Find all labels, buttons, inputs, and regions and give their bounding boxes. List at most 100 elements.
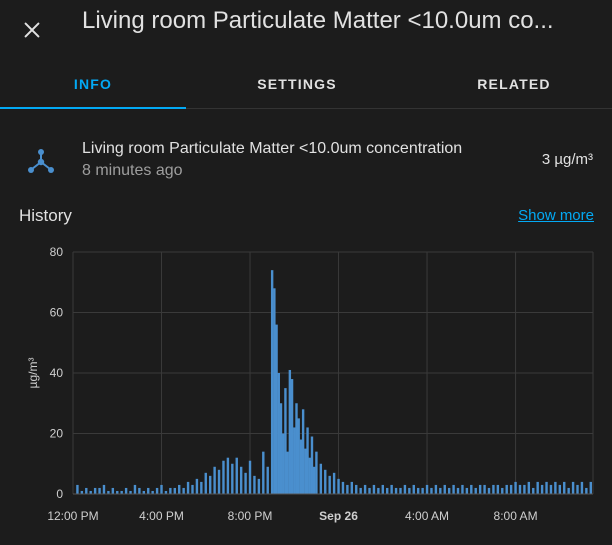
data-bar (425, 484, 429, 494)
data-bar (315, 451, 318, 494)
data-bar (492, 484, 495, 494)
tab-info[interactable]: INFO (73, 76, 113, 92)
data-bar (155, 487, 159, 494)
data-bar (540, 484, 544, 494)
data-bar (549, 484, 553, 494)
data-bar (580, 481, 584, 494)
data-bar (253, 475, 256, 494)
data-bar (204, 472, 207, 494)
data-bar (368, 487, 371, 494)
data-bar (239, 466, 243, 494)
entity-name: Living room Particulate Matter <10.0um c… (82, 140, 463, 157)
data-bar (545, 481, 548, 494)
data-bar (399, 487, 402, 494)
data-bar (304, 448, 307, 494)
history-chart[interactable]: 0 20 40 60 80 12:00 PM 4:00 PM 8:00 PM Sep 26 4:0… (0, 236, 612, 536)
data-bar (257, 478, 261, 494)
data-bar (363, 484, 367, 494)
data-bar (273, 288, 276, 494)
y-tick-label: 40 (50, 366, 64, 380)
data-bar (514, 481, 517, 494)
data-bar (80, 490, 84, 494)
data-bar (102, 484, 106, 494)
data-bar (76, 484, 79, 494)
data-bar (282, 433, 285, 494)
data-bar (138, 487, 141, 494)
data-bar (439, 487, 442, 494)
data-bar (443, 484, 446, 494)
data-bar (213, 466, 216, 494)
data-bar (231, 463, 234, 494)
data-bar (478, 484, 482, 494)
data-bar (284, 388, 287, 494)
data-bar (277, 373, 280, 494)
entity-state: 3 µg/m³ (541, 151, 593, 168)
data-bar (248, 460, 252, 494)
tab-settings[interactable]: SETTINGS (257, 76, 337, 92)
data-bar (496, 484, 500, 494)
data-bar (430, 487, 433, 494)
data-bar (266, 466, 269, 494)
data-bar (324, 469, 327, 494)
data-bar (328, 475, 331, 494)
data-bar (372, 484, 376, 494)
data-bar (359, 487, 362, 494)
data-bar (262, 451, 265, 494)
data-bar (474, 487, 477, 494)
data-bar (222, 460, 225, 494)
show-more-link[interactable]: Show more (518, 207, 594, 224)
data-bar (133, 484, 137, 494)
data-bar (408, 487, 411, 494)
data-bar (308, 457, 311, 494)
data-bar (412, 484, 415, 494)
data-bar (200, 481, 203, 494)
data-bar (299, 439, 303, 494)
data-bar (341, 481, 345, 494)
data-bar (151, 490, 154, 494)
entity-row[interactable]: Living room Particulate Matter <10.0um c… (0, 130, 612, 190)
data-bar (390, 484, 393, 494)
data-bar (124, 487, 128, 494)
data-bar (226, 457, 230, 494)
data-bar (532, 487, 535, 494)
x-tick-label: Sep 26 (319, 509, 358, 523)
data-bar (585, 487, 588, 494)
y-tick-label: 20 (50, 427, 64, 441)
active-tab-indicator (0, 107, 186, 109)
x-tick-label: 12:00 PM (47, 509, 98, 523)
data-bar (332, 472, 336, 494)
data-bar (182, 487, 185, 494)
data-bar (434, 484, 438, 494)
data-bar (186, 481, 190, 494)
data-bar (93, 487, 97, 494)
data-bar (394, 487, 398, 494)
data-bar (147, 487, 150, 494)
data-bar (505, 484, 508, 494)
data-bar (571, 481, 575, 494)
data-bar (310, 436, 314, 494)
close-icon[interactable] (21, 19, 43, 41)
tab-related[interactable]: RELATED (477, 76, 551, 92)
data-bar (89, 490, 92, 494)
data-bar (563, 481, 566, 494)
data-bar (554, 481, 557, 494)
data-bar (129, 490, 132, 494)
data-bar (142, 490, 146, 494)
data-bar (293, 427, 296, 494)
data-bar (98, 487, 101, 494)
data-bar (523, 484, 526, 494)
data-bar (589, 481, 592, 494)
close-button[interactable] (14, 12, 50, 48)
x-tick-label: 8:00 PM (228, 509, 273, 523)
data-bar (350, 481, 354, 494)
data-bar (164, 490, 168, 494)
data-bar (386, 487, 389, 494)
molecule-icon (28, 149, 54, 173)
data-bar (85, 487, 88, 494)
data-bar (456, 487, 460, 494)
data-bar (270, 270, 274, 494)
data-bar (217, 469, 221, 494)
data-bar (116, 490, 119, 494)
data-bar (319, 463, 323, 494)
data-bar (518, 484, 522, 494)
